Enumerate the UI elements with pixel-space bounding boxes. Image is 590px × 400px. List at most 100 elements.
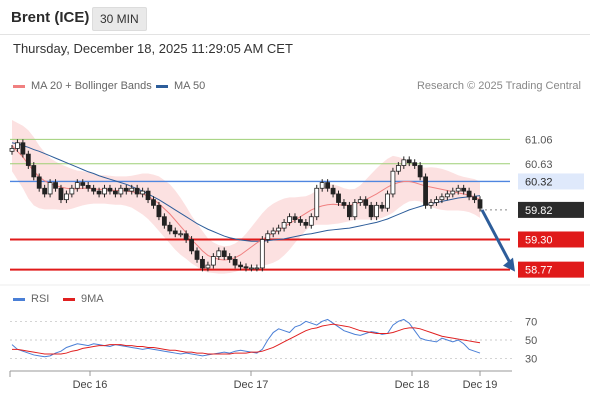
candle-body <box>167 224 173 232</box>
candle-body <box>249 267 254 270</box>
candle-body <box>401 159 407 166</box>
candle-body <box>406 159 412 164</box>
candle-body <box>151 199 156 206</box>
level-label-60.32: 60.32 <box>525 176 553 188</box>
candle-body <box>270 230 276 235</box>
candle-body <box>112 190 118 195</box>
candle-body <box>254 267 260 270</box>
candle-body <box>69 187 75 195</box>
candle-body <box>368 204 374 218</box>
candle-body <box>477 199 483 209</box>
level-label-60.63: 60.63 <box>525 159 553 171</box>
interval-button[interactable]: 30 MIN <box>92 7 147 31</box>
candle-body <box>123 187 129 192</box>
legend-ma20-bb: MA 20 + Bollinger Bands <box>13 80 152 92</box>
candle-body <box>363 199 369 206</box>
candle-body <box>428 202 434 206</box>
instrument-title: Brent (ICE) <box>11 9 90 26</box>
candle-body <box>134 187 140 195</box>
candle-body <box>346 204 352 218</box>
legend-swatch-ma20 <box>13 84 25 88</box>
x-tick-label-2: Dec 18 <box>395 379 430 391</box>
candle-body <box>352 202 358 218</box>
candle-body <box>42 187 48 195</box>
candle-body <box>455 187 461 192</box>
x-tick-label-1: Dec 17 <box>234 379 269 391</box>
candle-body <box>232 258 238 266</box>
candle-body <box>129 187 135 192</box>
level-label-bg-59.30 <box>518 231 584 248</box>
candle-body <box>417 165 423 178</box>
candle-body <box>53 182 58 189</box>
candle-body <box>161 216 167 226</box>
candle-body <box>439 196 445 201</box>
legend-rsi: RSI <box>13 293 49 305</box>
candle-body <box>319 182 325 189</box>
candle-body <box>303 222 309 226</box>
candle-body <box>412 162 418 166</box>
candle-body <box>325 182 331 189</box>
candle-body <box>472 196 477 201</box>
level-label-59.82: 59.82 <box>525 205 553 217</box>
candle-body <box>341 202 347 206</box>
candle-body <box>265 233 271 240</box>
candle-body <box>276 227 282 232</box>
candle-body <box>281 222 287 229</box>
rsi-tick-30: 30 <box>525 354 537 366</box>
candle-body <box>178 233 184 236</box>
candle-body <box>15 142 20 149</box>
candle-body <box>85 185 91 189</box>
candle-body <box>118 187 124 195</box>
legend-swatch-9ma <box>63 297 75 301</box>
candle-body <box>96 190 102 195</box>
legend-swatch-ma50 <box>156 84 168 88</box>
candle-body <box>194 250 200 260</box>
candle-body <box>259 239 265 269</box>
candle-body <box>36 176 42 189</box>
x-tick-label-3: Dec 19 <box>463 379 498 391</box>
candle-body <box>287 216 292 223</box>
candle-body <box>374 204 380 218</box>
x-tick-label-0: Dec 16 <box>73 379 108 391</box>
candle-body <box>140 190 146 195</box>
candle-body <box>466 190 472 198</box>
legend-swatch-rsi <box>13 297 25 301</box>
candle-body <box>434 199 439 203</box>
candle-body <box>64 193 69 201</box>
candle-body <box>47 182 53 195</box>
candle-body <box>9 148 15 152</box>
legend-label-9ma: 9MA <box>81 293 104 305</box>
level-label-61.06: 61.06 <box>525 134 553 146</box>
candle-body <box>210 256 216 266</box>
candle-body <box>450 190 456 195</box>
header-bar: Brent (ICE) 30 MIN <box>0 0 590 35</box>
candle-body <box>390 170 396 195</box>
legend-ma50: MA 50 <box>156 80 205 92</box>
candle-body <box>183 233 189 240</box>
candle-body <box>298 219 303 223</box>
rsi-tick-50: 50 <box>525 335 537 347</box>
candle-body <box>31 165 37 178</box>
candle-body <box>423 176 428 206</box>
candles <box>9 139 483 272</box>
candle-body <box>189 239 194 252</box>
research-credit: Research © 2025 Trading Central <box>416 80 581 92</box>
candle-body <box>25 153 31 166</box>
legend-label-ma20: MA 20 + Bollinger Bands <box>31 80 152 92</box>
projection-arrow-line <box>480 209 514 268</box>
candle-body <box>156 204 162 218</box>
candle-body <box>314 187 320 218</box>
candle-body <box>243 266 249 269</box>
level-label-58.77: 58.77 <box>525 265 553 277</box>
rsi-series-rsi <box>11 318 481 358</box>
candle-body <box>461 187 467 192</box>
candle-body <box>172 230 178 235</box>
level-label-bg-58.77 <box>518 261 584 278</box>
rsi-tick-70: 70 <box>525 316 537 328</box>
candle-body <box>444 193 450 198</box>
candle-body <box>221 250 227 257</box>
candle-body <box>145 190 151 201</box>
legend-label-rsi: RSI <box>31 293 50 305</box>
candle-body <box>292 216 298 220</box>
